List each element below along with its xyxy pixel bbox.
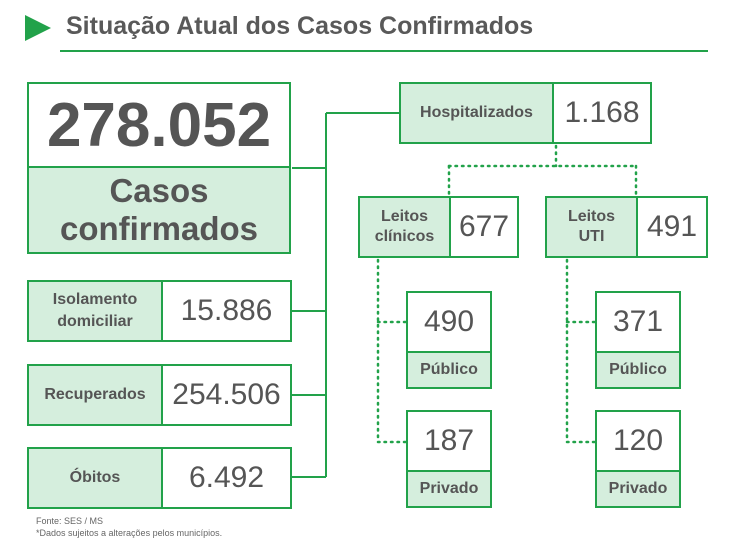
total-cases-label: Casos confirmados bbox=[27, 166, 291, 254]
isolamento-value: 15.886 bbox=[161, 280, 292, 342]
isolamento-label: Isolamento domiciliar bbox=[27, 280, 163, 342]
leitos-uti-label-line2: UTI bbox=[578, 228, 605, 245]
leitos-uti-label: Leitos UTI bbox=[545, 196, 638, 258]
clinicos-privado-label: Privado bbox=[406, 470, 492, 508]
total-cases-value: 278.052 bbox=[27, 82, 291, 168]
uti-publico-label: Público bbox=[595, 351, 681, 389]
footer-source: Fonte: SES / MS bbox=[36, 516, 104, 526]
hospitalizados-value: 1.168 bbox=[552, 82, 652, 144]
leitos-clinicos-value: 677 bbox=[449, 196, 519, 258]
leitos-clinicos-label: Leitos clínicos bbox=[358, 196, 451, 258]
title-arrow-icon bbox=[25, 15, 51, 41]
clinicos-publico-value: 490 bbox=[406, 291, 492, 353]
uti-privado-label: Privado bbox=[595, 470, 681, 508]
hospitalizados-label: Hospitalizados bbox=[399, 82, 554, 144]
leitos-uti-label-line1: Leitos bbox=[567, 208, 616, 225]
dotted-connectors bbox=[376, 144, 638, 444]
clinicos-privado-value: 187 bbox=[406, 410, 492, 472]
isolamento-label-line1: Isolamento bbox=[52, 291, 138, 308]
recuperados-value: 254.506 bbox=[161, 364, 292, 426]
uti-privado-value: 120 bbox=[595, 410, 681, 472]
leitos-clinicos-label-line2: clínicos bbox=[374, 228, 435, 245]
clinicos-publico-label: Público bbox=[406, 351, 492, 389]
leitos-clinicos-label-line1: Leitos bbox=[380, 208, 429, 225]
page-title: Situação Atual dos Casos Confirmados bbox=[66, 12, 534, 40]
uti-publico-value: 371 bbox=[595, 291, 681, 353]
title-divider bbox=[60, 50, 708, 52]
obitos-label: Óbitos bbox=[27, 447, 163, 509]
total-cases-label-line2: confirmados bbox=[59, 210, 259, 247]
obitos-value: 6.492 bbox=[161, 447, 292, 509]
solid-connectors bbox=[292, 112, 399, 478]
recuperados-label: Recuperados bbox=[27, 364, 163, 426]
total-cases-label-line1: Casos bbox=[109, 172, 209, 209]
leitos-uti-value: 491 bbox=[636, 196, 708, 258]
isolamento-label-line2: domiciliar bbox=[57, 313, 133, 330]
footer-note: *Dados sujeitos a alterações pelos munic… bbox=[36, 528, 223, 538]
